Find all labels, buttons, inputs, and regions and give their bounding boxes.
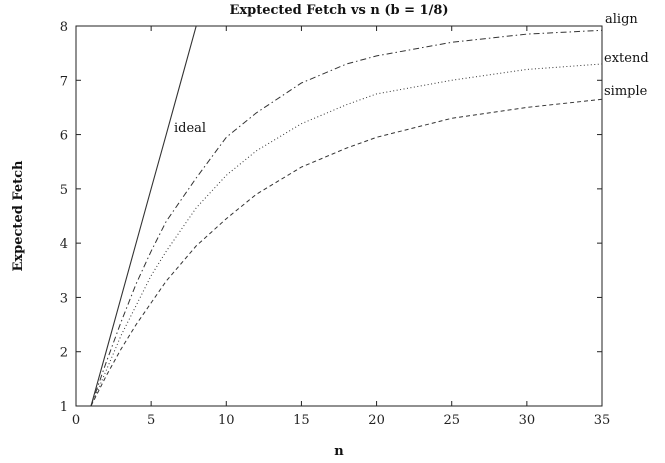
y-tick-label: 6: [60, 129, 68, 144]
y-tick-label: 4: [60, 237, 68, 252]
label-align: align: [605, 12, 638, 27]
x-tick-label: 25: [443, 413, 460, 428]
x-tick-label: 5: [147, 413, 155, 428]
series-line-align: [90, 29, 603, 407]
y-tick-label: 3: [60, 291, 68, 306]
plot-frame: [75, 25, 603, 407]
y-tick-label: 8: [60, 20, 68, 35]
x-tick-label: 15: [293, 413, 310, 428]
chart-title: Exptected Fetch vs n (b = 1/8): [229, 3, 448, 18]
x-tick-label: 20: [368, 413, 385, 428]
y-tick-label: 7: [60, 74, 68, 89]
series-line-ideal: [90, 25, 197, 407]
x-tick-label: 35: [594, 413, 611, 428]
x-tick-label: 0: [72, 413, 80, 428]
y-tick-label: 5: [60, 183, 68, 198]
label-ideal: ideal: [174, 121, 206, 136]
label-simple: simple: [604, 84, 648, 99]
x-tick-label: 10: [218, 413, 235, 428]
y-tick-label: 2: [60, 346, 68, 361]
x-axis-label: n: [334, 444, 344, 459]
label-extend: extend: [604, 51, 649, 66]
y-axis-label: Expected Fetch: [11, 160, 26, 272]
axis-ticks: 0 5 10 15 20 25 30 35 1 2 3 4 5 6 7 8: [60, 20, 611, 428]
curves: [90, 25, 603, 407]
series-line-extend: [90, 63, 603, 407]
x-tick-label: 30: [519, 413, 536, 428]
series-line-simple: [90, 98, 603, 407]
y-tick-label: 1: [60, 400, 68, 415]
